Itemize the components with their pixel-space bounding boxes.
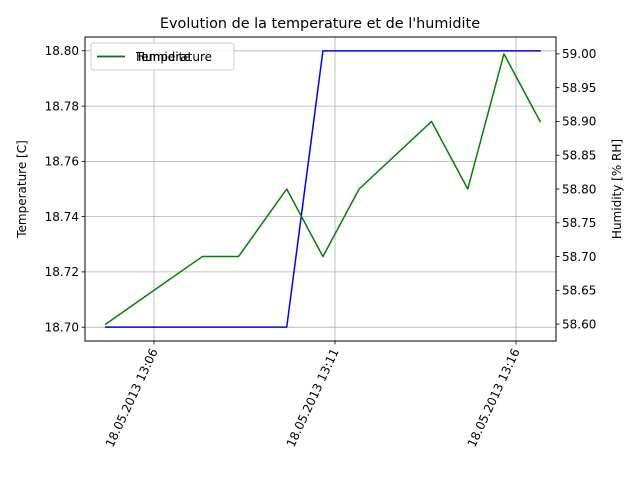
y-tick-label: 18.70 bbox=[45, 320, 79, 334]
y2-tick-label: 59.00 bbox=[562, 47, 596, 61]
y2-tick-label: 58.65 bbox=[562, 284, 596, 298]
y-tick-label: 18.74 bbox=[45, 210, 79, 224]
series-lines bbox=[104, 50, 542, 328]
y2-tick-label: 58.75 bbox=[562, 216, 596, 230]
legend-box bbox=[90, 42, 235, 71]
y2-tick-label: 58.60 bbox=[562, 317, 596, 331]
y2-tick-label: 58.80 bbox=[562, 182, 596, 196]
series-line-humidite bbox=[104, 53, 542, 326]
chart-title: Evolution de la temperature et de l'humi… bbox=[160, 16, 480, 32]
y2-tick-label: 58.70 bbox=[562, 250, 596, 264]
y-tick-label: 18.76 bbox=[45, 155, 79, 169]
series-line-temperature bbox=[104, 50, 541, 328]
y-axis-label: Temperature [C] bbox=[15, 140, 29, 239]
legend-label-humidite: Humidite bbox=[136, 50, 191, 64]
y2-tick-label: 58.85 bbox=[562, 149, 596, 163]
y-tick-label: 18.72 bbox=[45, 265, 79, 279]
legend-label-temperature: Temperature bbox=[135, 50, 212, 64]
y2-axis-label: Humidity [% RH] bbox=[610, 139, 624, 239]
y2-tick-label: 58.95 bbox=[562, 81, 596, 95]
y-tick-label: 18.80 bbox=[45, 44, 79, 58]
y-tick-label: 18.78 bbox=[45, 99, 79, 113]
y2-tick-label: 58.90 bbox=[562, 115, 596, 129]
